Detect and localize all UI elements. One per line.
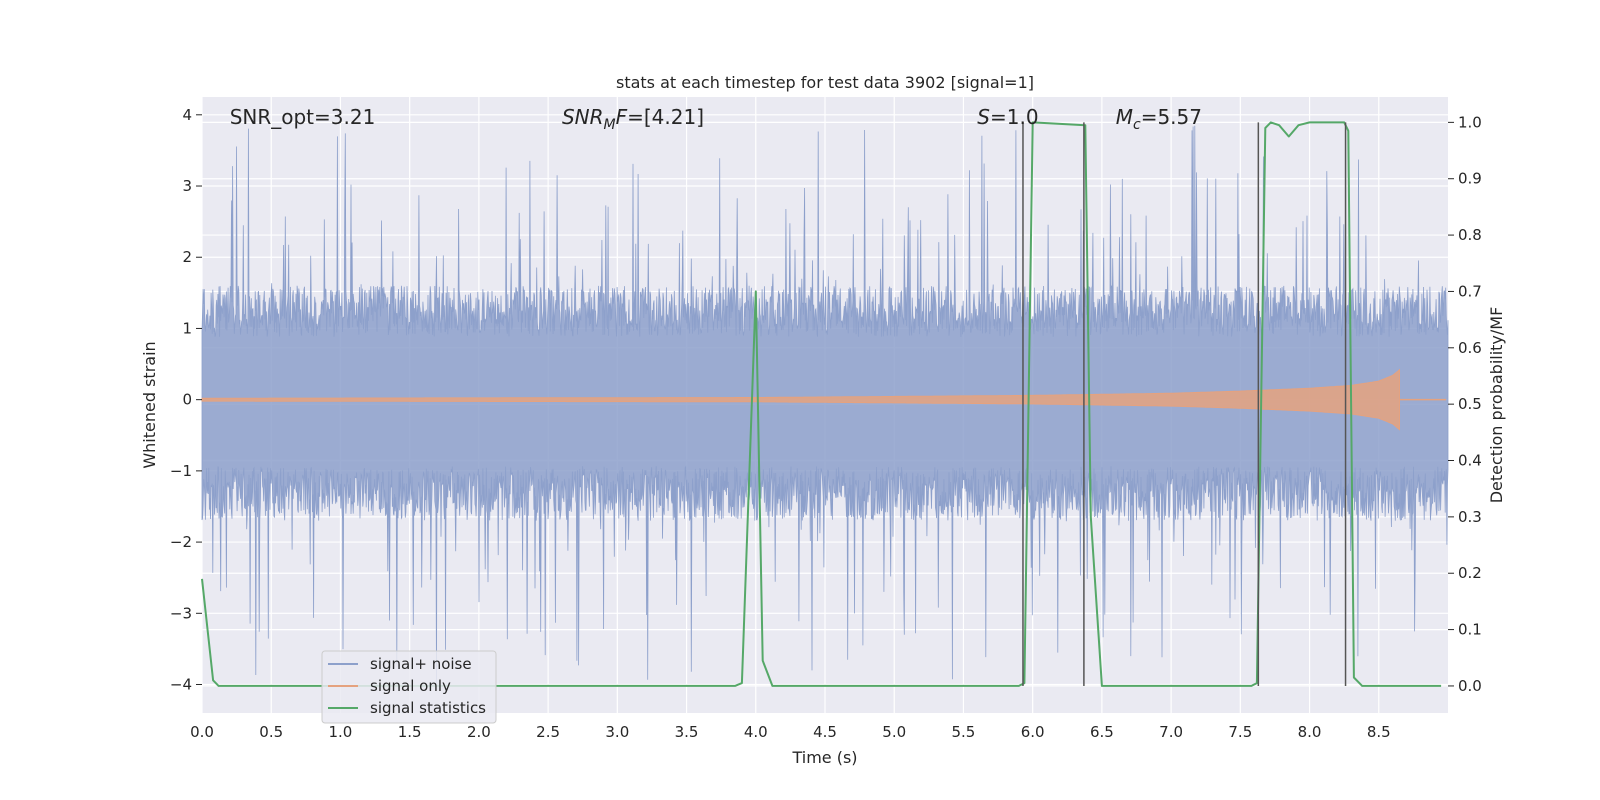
chart-title: stats at each timestep for test data 390… [616,73,1034,92]
legend-box [321,650,497,724]
x-tick-label-16: 8.0 [1298,723,1322,741]
annotations: SNR_opt=3.21 SNRMF=[4.21] S=1.0 Mc=5.57 [230,105,1202,133]
series-signal-plus-noise [201,125,1449,685]
legend-label-signal: signal only [370,677,451,695]
x-tick-label-12: 6.0 [1021,723,1045,741]
x-tick-label-5: 2.5 [536,723,560,741]
y-tick-label-5: −1 [170,462,192,480]
series-signal-statistics [201,121,1442,687]
noise-band [201,125,1449,685]
x-tick-label-9: 4.5 [813,723,837,741]
y2-tick-label-7: 0.3 [1458,508,1482,526]
y2-tick-label-8: 0.2 [1458,564,1482,582]
y2-tick-label-6: 0.4 [1458,452,1482,470]
y2-tick-label-4: 0.6 [1458,339,1482,357]
series-signal-only [201,368,1446,431]
y2-tick-label-0: 1.0 [1458,113,1482,131]
x-tick-label-15: 7.5 [1228,723,1252,741]
x-tick-label-0: 0.0 [190,723,214,741]
y-tick-label-0: 4 [182,106,192,124]
y-tick-label-8: −4 [170,676,192,694]
signal-chirp [201,368,1400,431]
x-tick-label-10: 5.0 [882,723,906,741]
x-tick-label-3: 1.5 [398,723,422,741]
y-tick-label-2: 2 [182,248,192,266]
legend-label-noise: signal+ noise [370,655,472,673]
x-tick-label-14: 7.0 [1159,723,1183,741]
x-tick-label-4: 2.0 [467,723,491,741]
y-tick-label-3: 1 [182,319,192,337]
axis-ticks: 0.0 0.5 1.0 1.5 2.0 2.5 3.0 3.5 4.0 4.5 5.0 5.5 6.0 6… [170,106,1482,741]
y-tick-label-6: −2 [170,533,192,551]
annotation-mc: Mc=5.57 [1116,105,1202,133]
annotation-s: S=1.0 [977,105,1038,129]
legend: signal+ noise signal only signal statist… [321,650,497,724]
y-tick-label-4: 0 [182,391,192,409]
stats-line [201,121,1442,687]
vertical-markers [1022,122,1347,686]
x-tick-label-6: 3.0 [605,723,629,741]
y2-tick-label-9: 0.1 [1458,621,1482,639]
y-tick-label-7: −3 [170,604,192,622]
legend-label-stats: signal statistics [370,699,486,717]
y2-tick-label-3: 0.7 [1458,282,1482,300]
x-tick-label-11: 5.5 [952,723,976,741]
x-tick-label-13: 6.5 [1090,723,1114,741]
y-axis-label: Whitened strain [140,341,159,468]
y-tick-label-1: 3 [182,177,192,195]
x-axis-label: Time (s) [791,748,857,767]
y2-tick-label-5: 0.5 [1458,395,1482,413]
x-tick-label-8: 4.0 [744,723,768,741]
x-tick-label-2: 1.0 [329,723,353,741]
y2-axis-label: Detection probability/MF [1487,307,1506,504]
y2-tick-label-2: 0.8 [1458,226,1482,244]
annotation-snr-opt: SNR_opt=3.21 [230,105,376,129]
x-tick-label-1: 0.5 [259,723,283,741]
annotation-snr-mf: SNRMF=[4.21] [562,105,704,133]
x-tick-label-17: 8.5 [1367,723,1391,741]
x-tick-label-7: 3.5 [675,723,699,741]
y2-tick-label-10: 0.0 [1458,677,1482,695]
y2-tick-label-1: 0.9 [1458,170,1482,188]
